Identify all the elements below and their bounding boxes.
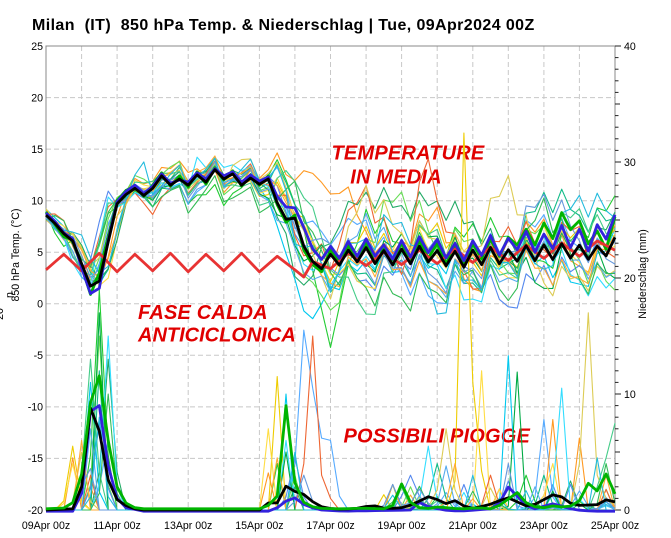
svg-text:20: 20 [0, 308, 6, 320]
svg-text:17Apr 00z: 17Apr 00z [306, 520, 354, 532]
svg-text:30: 30 [624, 157, 636, 169]
svg-text:-5: -5 [34, 350, 44, 362]
svg-text:-15: -15 [28, 453, 43, 465]
svg-text:09Apr 00z: 09Apr 00z [22, 520, 70, 532]
svg-text:40: 40 [624, 41, 636, 53]
svg-text:IN MEDIA: IN MEDIA [350, 166, 442, 188]
svg-text:19Apr 00z: 19Apr 00z [377, 520, 425, 532]
svg-text:Niederschlag (mm): Niederschlag (mm) [637, 229, 649, 318]
svg-text:10: 10 [624, 389, 636, 401]
svg-text:-20: -20 [28, 505, 43, 517]
svg-text:POSSIBILI PIOGGE: POSSIBILI PIOGGE [344, 426, 531, 448]
svg-text:0: 0 [624, 505, 630, 517]
svg-text:5: 5 [37, 247, 43, 259]
svg-text:n: n [4, 292, 16, 298]
svg-text:11Apr 00z: 11Apr 00z [93, 520, 141, 532]
svg-text:0: 0 [37, 299, 43, 311]
svg-text:850 hPa Temp. (°C): 850 hPa Temp. (°C) [10, 209, 22, 302]
svg-text:-10: -10 [28, 402, 43, 414]
svg-text:25: 25 [31, 41, 43, 53]
svg-text:23Apr 00z: 23Apr 00z [520, 520, 568, 532]
svg-text:15Apr 00z: 15Apr 00z [235, 520, 283, 532]
svg-text:10: 10 [31, 196, 43, 208]
svg-text:25Apr 00z: 25Apr 00z [591, 520, 639, 532]
svg-text:21Apr 00z: 21Apr 00z [449, 520, 497, 532]
svg-text:13Apr 00z: 13Apr 00z [164, 520, 212, 532]
svg-text:FASE CALDA: FASE CALDA [138, 302, 268, 324]
svg-text:TEMPERATURE: TEMPERATURE [332, 142, 485, 164]
svg-text:20: 20 [31, 92, 43, 104]
svg-text:ANTICICLONICA: ANTICICLONICA [137, 325, 296, 347]
svg-text:15: 15 [31, 144, 43, 156]
svg-text:20: 20 [624, 273, 636, 285]
